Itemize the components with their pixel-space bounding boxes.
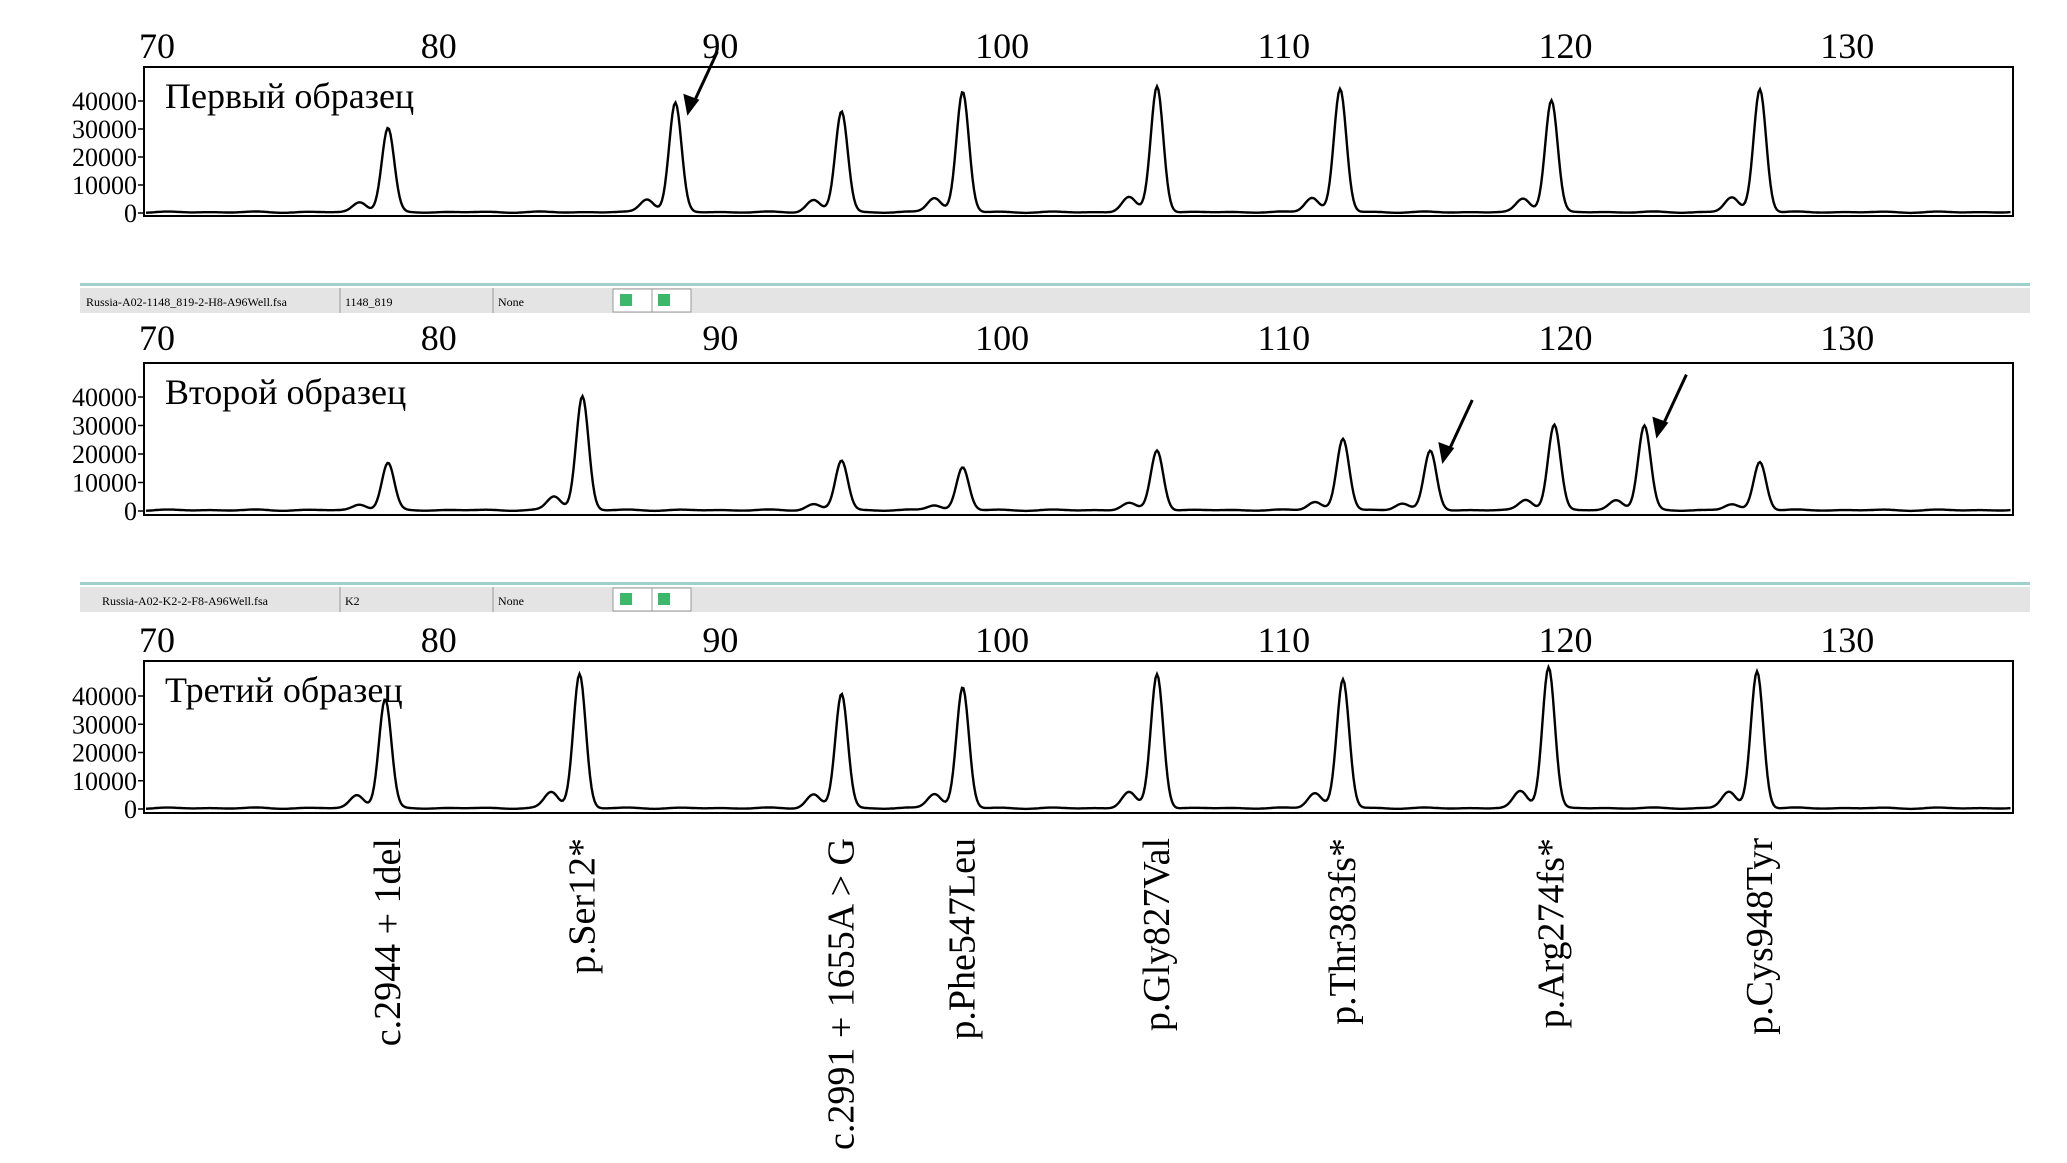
y-tick-label: 20000 — [72, 440, 137, 469]
arrow-annotation — [1438, 399, 1474, 465]
mutation-label: c.2991 + 1655A > G — [821, 838, 863, 1150]
trace-line — [146, 83, 2011, 215]
mutation-label: p.Cys948Tyr — [1739, 838, 1781, 1035]
x-tick-label: 130 — [1820, 318, 1874, 358]
x-tick-label: 100 — [975, 26, 1029, 66]
file-name: Russia-A02-1148_819-2-H8-A96Well.fsa — [86, 295, 288, 309]
x-tick-label: 130 — [1820, 26, 1874, 66]
y-tick-label: 40000 — [72, 87, 137, 116]
mutation-label: p.Ser12* — [561, 838, 603, 974]
x-tick-label: 120 — [1539, 620, 1593, 660]
mutation-label: c.2944 + 1del — [367, 838, 409, 1046]
y-tick-label: 0 — [124, 795, 137, 824]
y-tick-label: 30000 — [72, 115, 137, 144]
x-tick-label: 110 — [1257, 26, 1310, 66]
file-bar-2: Russia-A02-1148_819-2-H8-A96Well.fsa 114… — [80, 283, 2030, 313]
sample-title: Первый образец — [165, 76, 414, 116]
x-tick-label: 110 — [1257, 620, 1310, 660]
mutation-label: p.Arg274fs* — [1530, 838, 1572, 1028]
file-name: Russia-A02-K2-2-F8-A96Well.fsa — [102, 594, 269, 608]
x-tick-label: 70 — [139, 318, 175, 358]
trace-line — [146, 663, 2011, 811]
mutation-label: p.Thr383fs* — [1322, 838, 1364, 1025]
mutation-label: p.Phe547Leu — [942, 838, 984, 1040]
x-tick-label: 130 — [1820, 620, 1874, 660]
x-tick-label: 120 — [1539, 318, 1593, 358]
x-tick-label: 100 — [975, 620, 1029, 660]
y-tick-label: 20000 — [72, 143, 137, 172]
y-tick-label: 20000 — [72, 739, 137, 768]
x-tick-label: 90 — [702, 26, 738, 66]
mutation-label: p.Gly827Val — [1136, 838, 1178, 1031]
x-tick-label: 110 — [1257, 318, 1310, 358]
y-tick-label: 10000 — [72, 469, 137, 498]
trace-view-icon[interactable] — [658, 294, 670, 306]
trace-line — [146, 393, 2011, 513]
sample-name: K2 — [345, 594, 360, 608]
plot-frame — [143, 660, 2014, 814]
sample-title: Второй образец — [165, 372, 406, 412]
x-tick-label: 120 — [1539, 26, 1593, 66]
sample-name: 1148_819 — [345, 295, 393, 309]
trace-view-icon[interactable] — [620, 294, 632, 306]
y-tick-label: 10000 — [72, 171, 137, 200]
sample-title: Третий образец — [165, 670, 403, 710]
panel-name: None — [498, 594, 524, 608]
x-tick-label: 90 — [702, 620, 738, 660]
arrow-annotation — [683, 51, 719, 116]
panel-name: None — [498, 295, 524, 309]
trace-view-icon[interactable] — [620, 593, 632, 605]
plot-frame — [143, 66, 2014, 217]
x-tick-label: 70 — [139, 620, 175, 660]
x-tick-label: 80 — [421, 620, 457, 660]
x-tick-label: 90 — [702, 318, 738, 358]
x-tick-label: 70 — [139, 26, 175, 66]
file-bar-3: Russia-A02-K2-2-F8-A96Well.fsa K2 None — [80, 582, 2030, 612]
arrow-annotation — [1652, 374, 1688, 439]
y-tick-label: 0 — [124, 497, 137, 526]
y-tick-label: 30000 — [72, 710, 137, 739]
y-tick-label: 10000 — [72, 767, 137, 796]
y-tick-label: 30000 — [72, 412, 137, 441]
y-tick-label: 0 — [124, 199, 137, 228]
plot-frame — [143, 362, 2014, 516]
x-tick-label: 80 — [421, 26, 457, 66]
x-tick-label: 100 — [975, 318, 1029, 358]
y-tick-label: 40000 — [72, 682, 137, 711]
y-tick-label: 40000 — [72, 383, 137, 412]
trace-view-icon[interactable] — [658, 593, 670, 605]
x-tick-label: 80 — [421, 318, 457, 358]
